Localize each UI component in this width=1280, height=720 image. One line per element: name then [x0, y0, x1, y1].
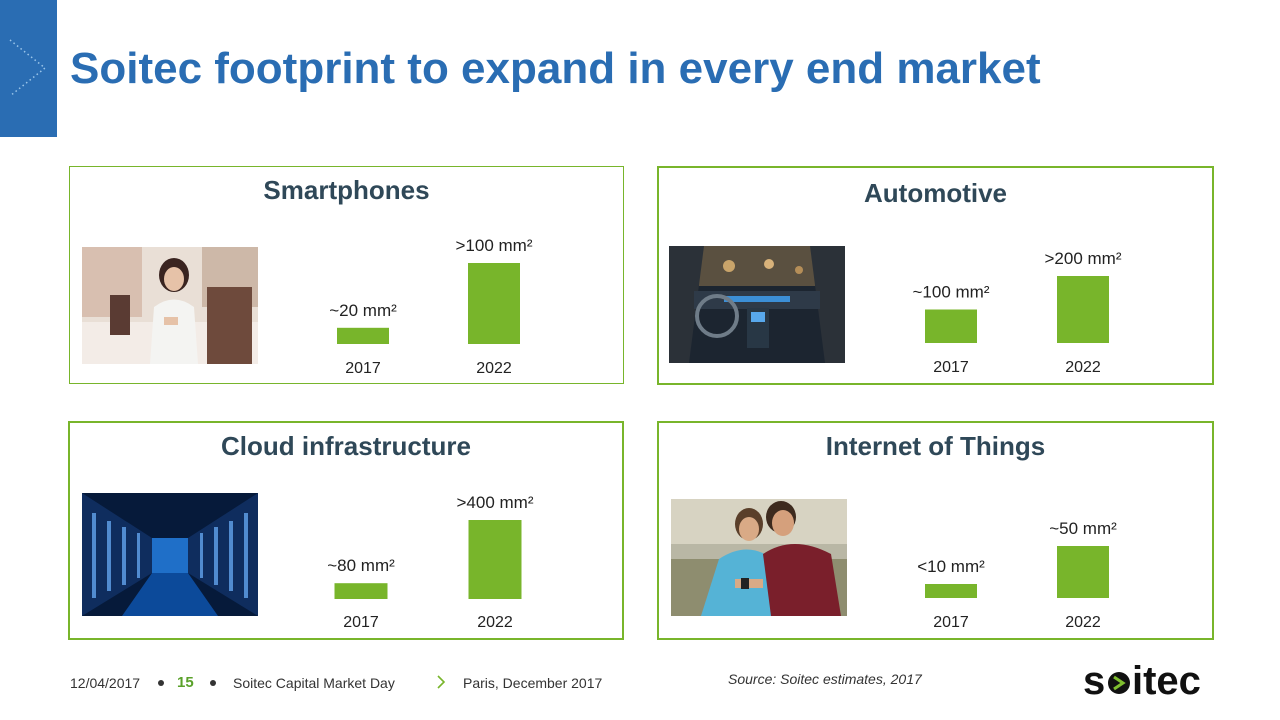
data-label: ~80 mm² [327, 556, 395, 575]
category-label: 2022 [476, 360, 512, 377]
svg-text:itec: itec [1132, 662, 1201, 702]
panel-title: Automotive [864, 178, 1007, 208]
panel-title: Cloud infrastructure [221, 431, 471, 461]
category-label: 2022 [1065, 614, 1101, 631]
server-room-photo [82, 493, 258, 616]
data-label: ~50 mm² [1049, 519, 1117, 538]
smartphone-user-photo [82, 247, 258, 364]
svg-text:s: s [1083, 662, 1105, 702]
panel-cloud-infrastructure: Cloud infrastructure ~80 mm² 2017 >400 mm²… [68, 421, 624, 640]
source-note: Source: Soitec estimates, 2017 [728, 671, 922, 687]
smartwatch-couple-photo [671, 499, 847, 616]
chart-internet-of-things: <10 mm² 2017 ~50 mm² 2022 [917, 519, 1117, 631]
bar-2022 [468, 520, 522, 599]
chart-cloud-infrastructure: ~80 mm² 2017 >400 mm² 2022 [327, 493, 534, 631]
panel-smartphones: Smartphones ~20 mm² 2017 >100 mm² 2022 [69, 166, 624, 384]
bar-2022 [1057, 276, 1109, 343]
bar-2022 [468, 263, 520, 344]
corner-decoration [0, 0, 57, 137]
bar-2022 [1057, 546, 1109, 598]
footer-location: Paris, December 2017 [463, 675, 603, 691]
bar-2017 [337, 327, 389, 344]
bar-2017 [334, 583, 388, 599]
footer-separator-dot [210, 680, 216, 686]
panel-title: Smartphones [263, 175, 430, 205]
panel-automotive: Automotive ~100 mm² 2017 >200 mm² 2022 [657, 166, 1214, 385]
car-interior-photo [669, 246, 845, 363]
panel-title: Internet of Things [825, 431, 1046, 461]
data-label: ~100 mm² [913, 283, 990, 302]
category-label: 2017 [343, 614, 379, 631]
data-label: >200 mm² [1045, 249, 1122, 268]
category-label: 2022 [477, 614, 513, 631]
data-label: <10 mm² [917, 557, 985, 576]
category-label: 2017 [345, 360, 381, 377]
category-label: 2017 [933, 614, 969, 631]
chevron-right-icon [436, 675, 446, 694]
chart-smartphones: ~20 mm² 2017 >100 mm² 2022 [329, 236, 533, 377]
bar-2017 [925, 309, 977, 343]
footer-separator-dot [158, 680, 164, 686]
bar-2017 [925, 584, 977, 598]
page-number: 15 [177, 674, 194, 691]
soitec-logo: s itec [1083, 659, 1233, 707]
panel-internet-of-things: Internet of Things <10 mm² 2017 ~50 mm² 202… [657, 421, 1214, 640]
footer-event: Soitec Capital Market Day [233, 675, 395, 691]
category-label: 2017 [933, 359, 969, 376]
chart-automotive: ~100 mm² 2017 >200 mm² 2022 [913, 249, 1122, 376]
data-label: >400 mm² [457, 493, 534, 512]
category-label: 2022 [1065, 359, 1101, 376]
footer-date: 12/04/2017 [70, 675, 141, 691]
data-label: ~20 mm² [329, 301, 397, 320]
data-label: >100 mm² [456, 236, 533, 255]
page-title: Soitec footprint to expand in every end … [70, 44, 1041, 93]
